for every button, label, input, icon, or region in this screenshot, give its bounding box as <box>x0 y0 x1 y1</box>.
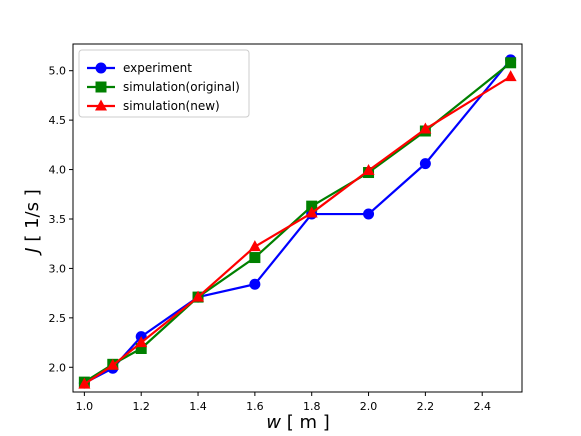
y-tick-label: 4.0 <box>49 164 67 177</box>
data-point <box>192 290 205 302</box>
y-tick-label: 4.5 <box>49 114 67 127</box>
series-layer <box>78 54 517 389</box>
data-point <box>78 377 91 389</box>
data-point <box>135 343 147 354</box>
x-tick-label: 1.8 <box>303 400 321 413</box>
data-point <box>419 158 431 170</box>
legend-label: simulation(new) <box>123 99 220 113</box>
x-tick-label: 1.6 <box>246 400 264 413</box>
axes-layer: 1.0 1.2 1.4 1.6 1.8 2.0 2.2 2.4 2.0 2.5 3.0 3.5 4.0 4… <box>49 43 523 413</box>
legend-label: experiment <box>123 61 192 75</box>
data-point <box>306 200 318 212</box>
y-tick-label: 3.0 <box>49 262 67 275</box>
x-tick-label: 2.2 <box>417 400 435 413</box>
legend-label: simulation(original) <box>123 80 240 94</box>
legend-marker <box>95 62 107 74</box>
y-tick-label: 2.5 <box>49 312 67 325</box>
data-point <box>419 122 432 134</box>
legend-entry: experiment <box>87 61 192 75</box>
y-tick-label: 2.0 <box>49 361 67 374</box>
series-simulation(new) <box>78 70 517 389</box>
x-tick-label: 2.0 <box>360 400 378 413</box>
y-axis-unit: [ 1/s ] <box>22 189 43 247</box>
data-point <box>106 358 119 370</box>
data-point <box>362 164 375 176</box>
x-axis-unit: [ m ] <box>281 412 330 433</box>
plot-frame <box>72 43 523 393</box>
data-point <box>249 278 261 290</box>
x-tick-label: 1.2 <box>132 400 150 413</box>
x-axis-variable: w <box>266 412 281 433</box>
x-axis-title: w [ m ] <box>266 412 329 433</box>
legend-box <box>78 49 250 118</box>
legend-entry: simulation(original) <box>87 80 240 94</box>
y-axis-title: J [ 1/s ] <box>22 189 43 255</box>
x-tick-label: 1.4 <box>189 400 207 413</box>
legend-marker <box>95 81 107 93</box>
data-point <box>363 208 375 220</box>
data-point <box>504 70 517 82</box>
legend: experiment simulation(original) simulation… <box>78 49 250 118</box>
y-tick-label: 5.0 <box>49 65 67 78</box>
legend-entry: simulation(new) <box>87 99 220 113</box>
y-tick-label: 3.5 <box>49 213 67 226</box>
x-tick-label: 1.0 <box>76 400 94 413</box>
x-tick-label: 2.4 <box>473 400 491 413</box>
data-point <box>249 252 261 264</box>
data-point <box>135 336 148 348</box>
y-axis-variable: J <box>22 247 43 255</box>
legend-marker <box>95 99 107 111</box>
data-point <box>505 57 517 69</box>
data-point <box>248 240 261 252</box>
data-point <box>305 206 318 218</box>
